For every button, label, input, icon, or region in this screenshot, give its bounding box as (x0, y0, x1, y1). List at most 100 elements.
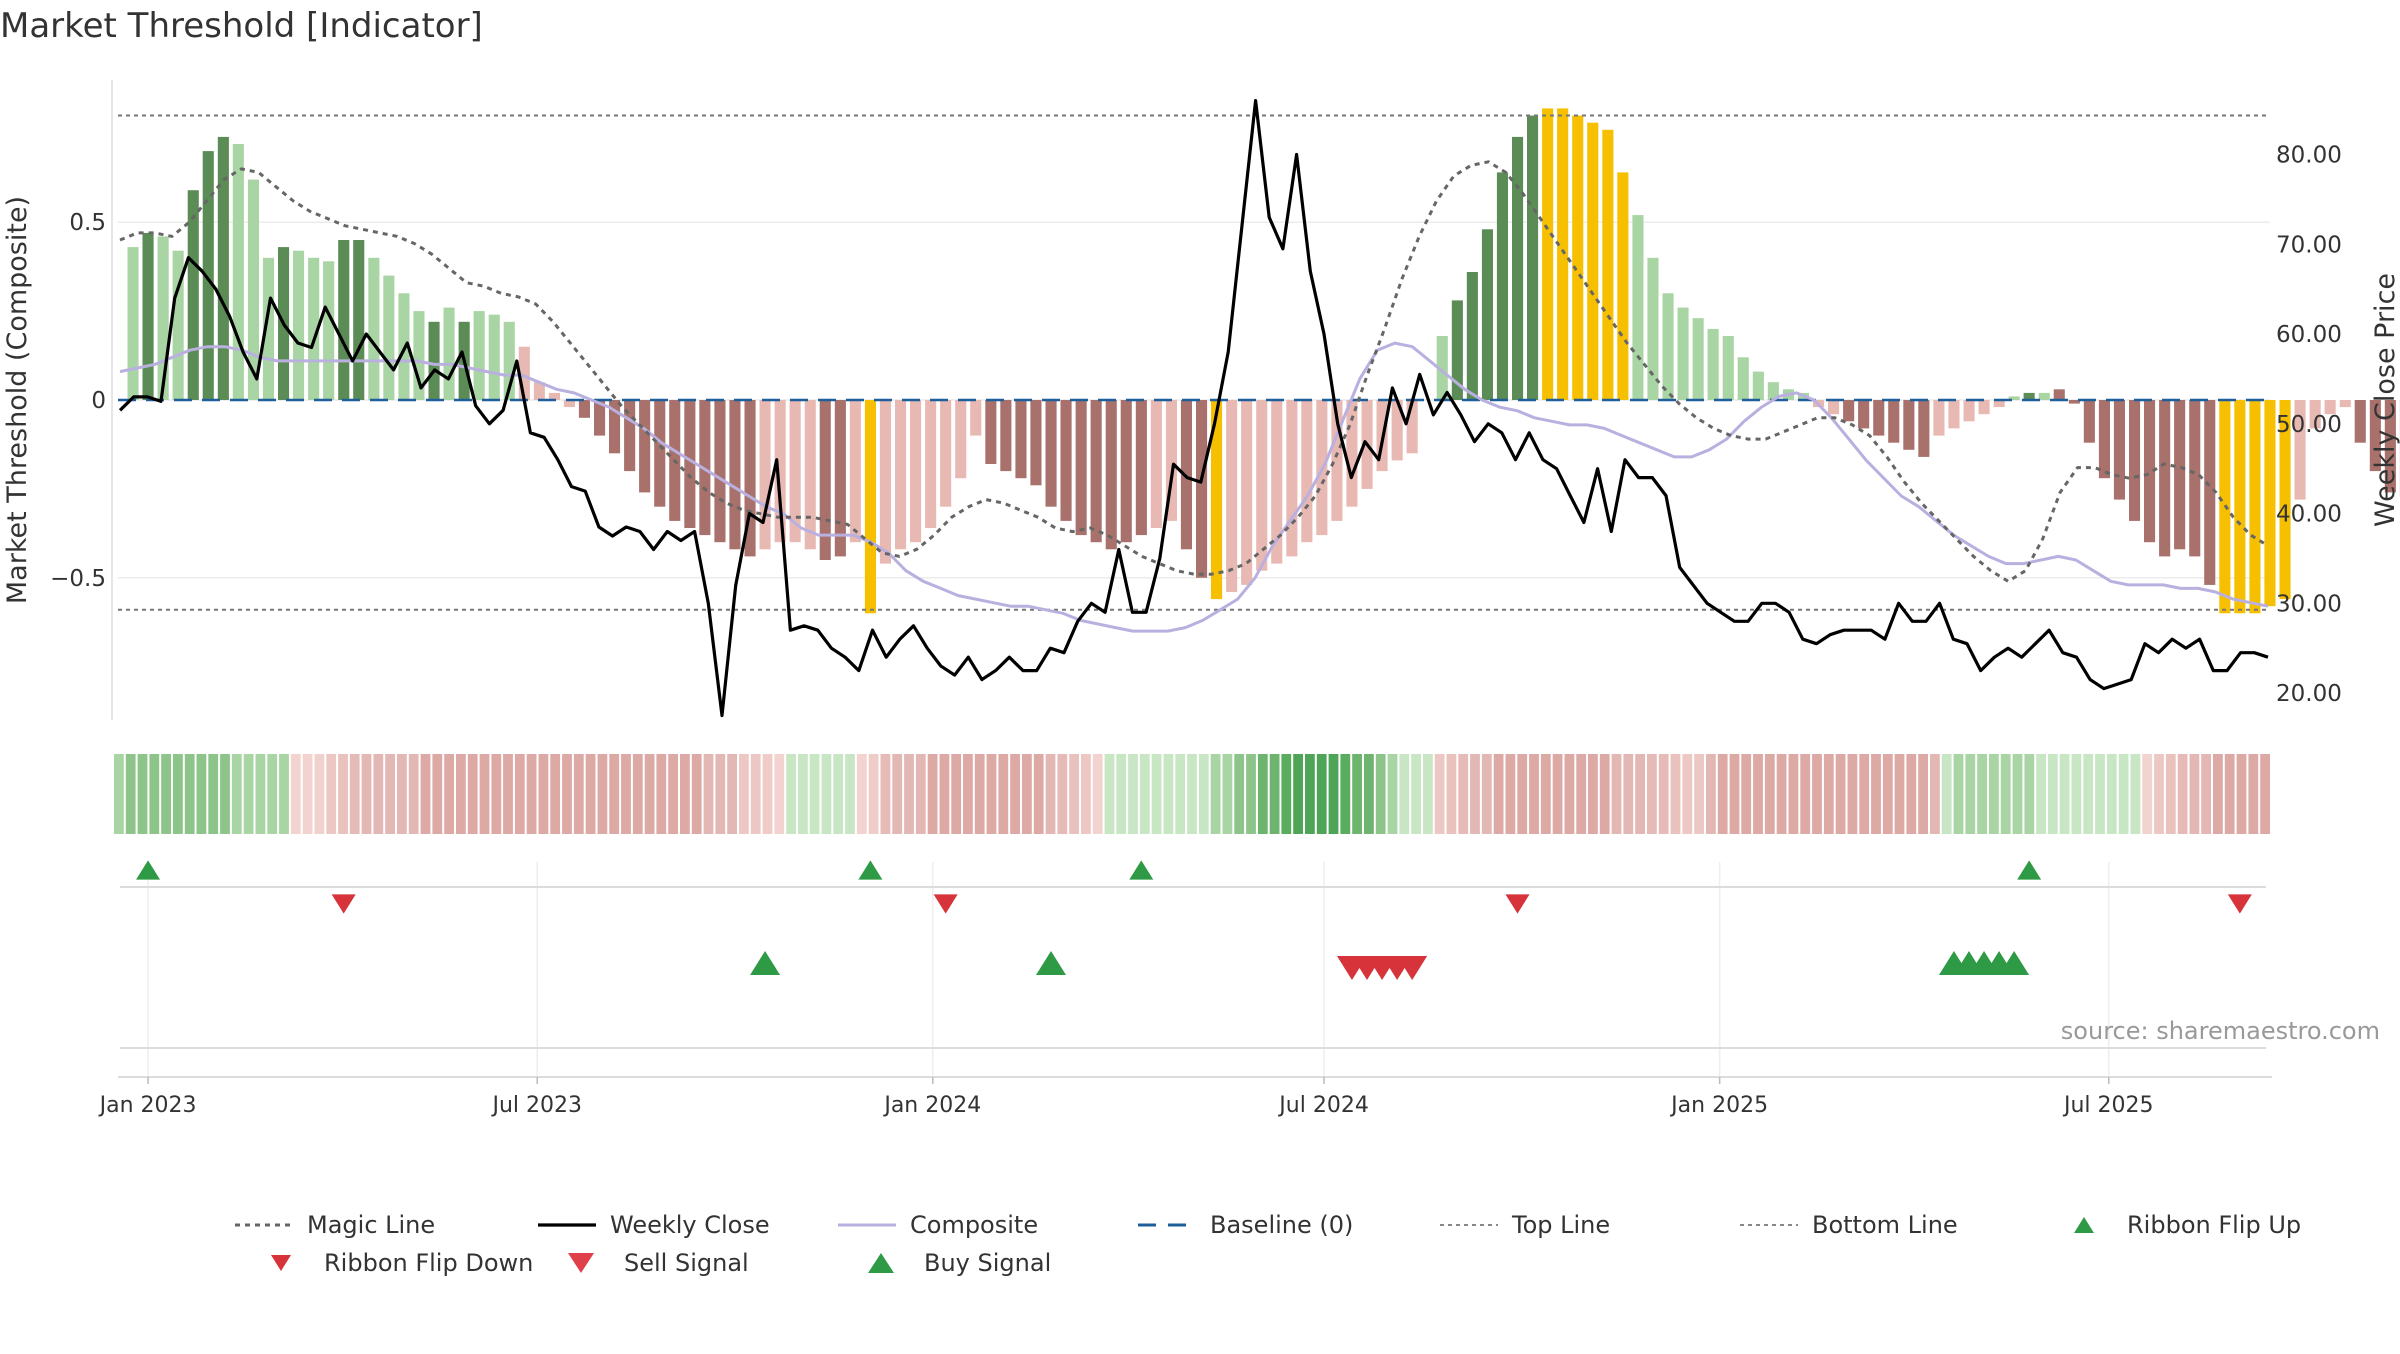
ribbon-cell (2166, 754, 2176, 834)
ribbon-cell (857, 754, 867, 834)
ribbon-cell (1175, 754, 1185, 834)
indicator-bar (338, 240, 349, 400)
ribbon-cell (1576, 754, 1586, 834)
ribbon-cell (1753, 754, 1763, 834)
ribbon-cell (904, 754, 914, 834)
indicator-bar (1301, 400, 1312, 542)
ribbon-cell (1317, 754, 1327, 834)
left-axis-label: Market Threshold (Composite) (2, 196, 33, 604)
ribbon-cell (1046, 754, 1056, 834)
ribbon-cell (1671, 754, 1681, 834)
indicator-bar (383, 276, 394, 400)
ribbon-cell (1517, 754, 1527, 834)
ribbon-cell (2095, 754, 2105, 834)
ribbon-cell (456, 754, 466, 834)
ribbon-cell (1164, 754, 1174, 834)
indicator-bar (293, 251, 304, 400)
right-tick-label: 20.00 (2276, 681, 2342, 707)
ribbon-cell (527, 754, 537, 834)
ribbon-cell (1659, 754, 1669, 834)
indicator-bar (474, 311, 485, 400)
ribbon-cell (963, 754, 973, 834)
indicator-bar (2159, 400, 2170, 556)
ribbon-cell (503, 754, 513, 834)
ribbon-cell (2213, 754, 2223, 834)
ribbon-cell (869, 754, 879, 834)
buy-signal-marker (750, 951, 780, 975)
indicator-bar (1948, 400, 1959, 428)
indicator-bar (1557, 108, 1568, 400)
legend-label: Ribbon Flip Down (324, 1249, 533, 1277)
right-tick-label: 60.00 (2276, 322, 2342, 348)
x-tick-label: Jan 2023 (98, 1093, 197, 1118)
ribbon-cell (2013, 754, 2023, 834)
ribbon-cell (574, 754, 584, 834)
x-tick-label: Jul 2023 (490, 1093, 582, 1118)
indicator-bar (1708, 329, 1719, 400)
ribbon-cell (1930, 754, 1940, 834)
ribbon-cell (1187, 754, 1197, 834)
x-tick-label: Jul 2025 (2062, 1093, 2154, 1118)
ribbon-cell (727, 754, 737, 834)
indicator-bar (1738, 357, 1749, 400)
ribbon-cell (1069, 754, 1079, 834)
ribbon-cell (2036, 754, 2046, 834)
ribbon-cell (1388, 754, 1398, 834)
indicator-bar (910, 400, 921, 542)
ribbon-cell (197, 754, 207, 834)
indicator-bar (2099, 400, 2110, 478)
ribbon-cell (1600, 754, 1610, 834)
ribbon-cell (1211, 754, 1221, 834)
legend-swatch-sell-signal (568, 1253, 594, 1273)
indicator-bar (2039, 393, 2050, 400)
indicator-bar (1241, 400, 1252, 585)
source-credit: source: sharemaestro.com (2061, 1017, 2380, 1045)
x-tick-label: Jan 2024 (882, 1093, 981, 1118)
indicator-bar (1828, 400, 1839, 414)
ribbon-cell (562, 754, 572, 834)
indicator-bar (1061, 400, 1072, 521)
indicator-bar (1151, 400, 1162, 528)
legend-swatch-ribbon-flip-up (2074, 1217, 2094, 1233)
ribbon-cell (1553, 754, 1563, 834)
ribbon-cell (822, 754, 832, 834)
indicator-bar (1964, 400, 1975, 421)
ribbon-cell (1010, 754, 1020, 834)
ribbon-cell (1765, 754, 1775, 834)
ribbon-strip (114, 754, 2270, 834)
ribbon-cell (1152, 754, 1162, 834)
ribbon-cell (2178, 754, 2188, 834)
ribbon-cell (656, 754, 666, 834)
indicator-bar (2340, 400, 2351, 407)
legend-label: Top Line (1511, 1211, 1610, 1239)
ribbon-cell (2107, 754, 2117, 834)
indicator-bar (1030, 400, 1041, 485)
indicator-bar (895, 400, 906, 549)
indicator-bar (2234, 400, 2245, 613)
indicator-bar (865, 400, 876, 613)
ribbon-cell (1494, 754, 1504, 834)
ribbon-cell (1895, 754, 1905, 834)
ribbon-cell (444, 754, 454, 834)
ribbon-flip-down-marker (332, 894, 356, 913)
legend-label: Baseline (0) (1210, 1211, 1353, 1239)
ribbon-cell (1081, 754, 1091, 834)
indicator-bar (1888, 400, 1899, 443)
ribbon-cell (951, 754, 961, 834)
indicator-bar (2264, 400, 2275, 606)
ribbon-cell (1506, 754, 1516, 834)
ribbon-cell (1128, 754, 1138, 834)
indicator-bar (850, 400, 861, 542)
ribbon-cell (1329, 754, 1339, 834)
ribbon-cell (1364, 754, 1374, 834)
legend-label: Ribbon Flip Up (2127, 1211, 2301, 1239)
ribbon-cell (2072, 754, 2082, 834)
ribbon-cell (763, 754, 773, 834)
ribbon-cell (1859, 754, 1869, 834)
legend-label: Magic Line (307, 1211, 435, 1239)
ribbon-cell (1293, 754, 1303, 834)
ribbon-cell (1411, 754, 1421, 834)
ribbon-cell (692, 754, 702, 834)
